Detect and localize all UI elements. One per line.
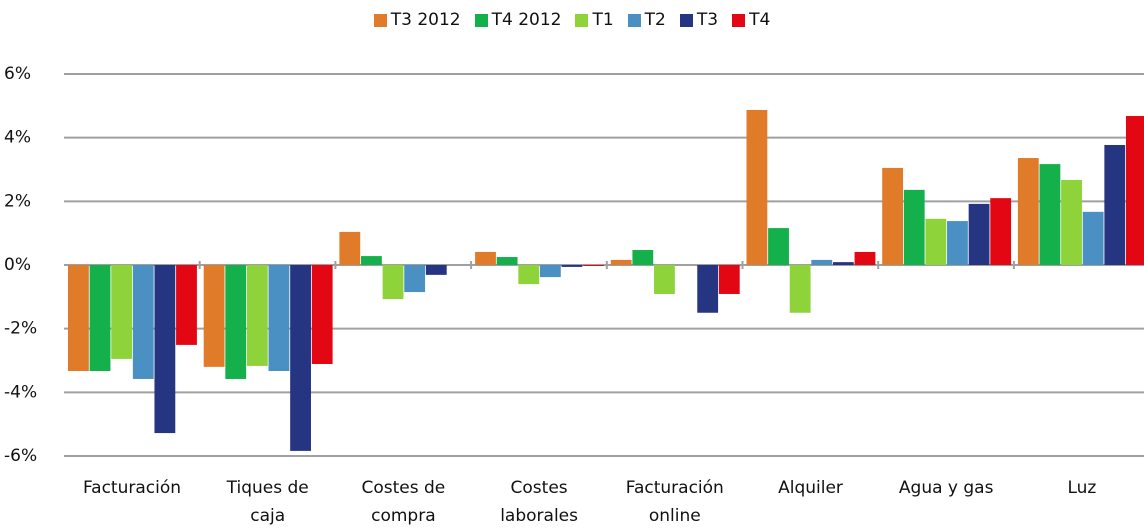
legend-label: T1 xyxy=(592,10,614,30)
y-tick-label: 2% xyxy=(4,191,31,211)
bar xyxy=(225,265,247,379)
bar xyxy=(339,231,361,265)
bar xyxy=(832,262,854,265)
bar xyxy=(968,203,990,265)
x-tick-label: Costes de compra xyxy=(361,478,446,526)
bar xyxy=(539,265,561,278)
bar xyxy=(697,265,719,313)
bar xyxy=(382,265,404,300)
y-tick-label: 6% xyxy=(4,64,31,84)
x-tick-label: Agua y gas xyxy=(898,478,994,498)
legend-swatch xyxy=(474,13,488,27)
bar xyxy=(176,265,197,345)
bar xyxy=(89,265,111,372)
bar xyxy=(268,265,290,372)
bar xyxy=(425,265,447,275)
legend-item: T4 xyxy=(732,10,770,30)
legend-item: T4 2012 xyxy=(474,10,562,30)
bar xyxy=(925,218,947,265)
bar xyxy=(1125,116,1144,266)
bar xyxy=(1061,180,1082,265)
bar xyxy=(632,250,654,265)
bar xyxy=(361,256,382,265)
bar xyxy=(290,265,311,451)
bar xyxy=(1039,164,1061,265)
bar xyxy=(811,259,833,265)
legend-item: T3 2012 xyxy=(373,10,461,30)
x-tick-label: Alquiler xyxy=(778,478,843,498)
legend-label: T3 2012 xyxy=(390,10,461,30)
legend-item: T2 xyxy=(627,10,666,30)
legend-swatch xyxy=(627,13,641,27)
x-tick-label: Facturación xyxy=(82,478,182,498)
y-tick-label: 4% xyxy=(4,128,31,148)
bar xyxy=(990,198,1012,265)
bar xyxy=(404,265,426,293)
bar xyxy=(154,265,176,434)
bar xyxy=(311,265,333,365)
x-tick-label: Costes laborales xyxy=(500,478,578,526)
x-tick-label: Facturación online xyxy=(625,478,724,526)
y-tick-label: -2% xyxy=(4,319,37,339)
bar xyxy=(789,265,811,313)
bar xyxy=(518,265,540,285)
bar xyxy=(1104,144,1126,265)
bar xyxy=(583,265,604,266)
bar xyxy=(746,109,768,265)
y-tick-label: -4% xyxy=(4,382,37,402)
bar xyxy=(768,228,789,265)
legend-label: T3 xyxy=(696,10,719,30)
legend-item: T3 xyxy=(679,10,719,30)
bar xyxy=(132,265,154,379)
bar xyxy=(1017,158,1039,265)
y-tick-label: -6% xyxy=(4,446,37,466)
bar xyxy=(246,265,268,366)
bar xyxy=(68,265,89,372)
bar xyxy=(1082,211,1104,265)
bar xyxy=(654,265,675,294)
bar xyxy=(111,265,133,359)
y-tick-label: 0% xyxy=(4,255,31,275)
legend-item: T1 xyxy=(575,10,614,30)
bar xyxy=(475,251,496,265)
bar xyxy=(203,265,225,367)
bar xyxy=(947,221,968,265)
x-tick-label: Luz xyxy=(1067,478,1097,498)
legend: T3 2012 T4 2012 T1 T2 T3 T4 xyxy=(0,10,1144,30)
legend-label: T4 xyxy=(749,10,771,30)
x-tick-label: Tiques de caja xyxy=(226,478,309,526)
legend-swatch xyxy=(679,13,693,27)
legend-label: T4 2012 xyxy=(491,10,562,30)
bar xyxy=(561,265,583,267)
bar xyxy=(496,257,518,265)
legend-swatch xyxy=(732,13,746,27)
bar xyxy=(882,167,904,265)
legend-label: T2 xyxy=(644,10,666,30)
bar xyxy=(903,189,925,265)
legend-swatch xyxy=(575,13,589,27)
bar xyxy=(718,265,740,294)
bar xyxy=(854,251,876,265)
legend-swatch xyxy=(373,13,387,27)
bar xyxy=(610,259,632,265)
